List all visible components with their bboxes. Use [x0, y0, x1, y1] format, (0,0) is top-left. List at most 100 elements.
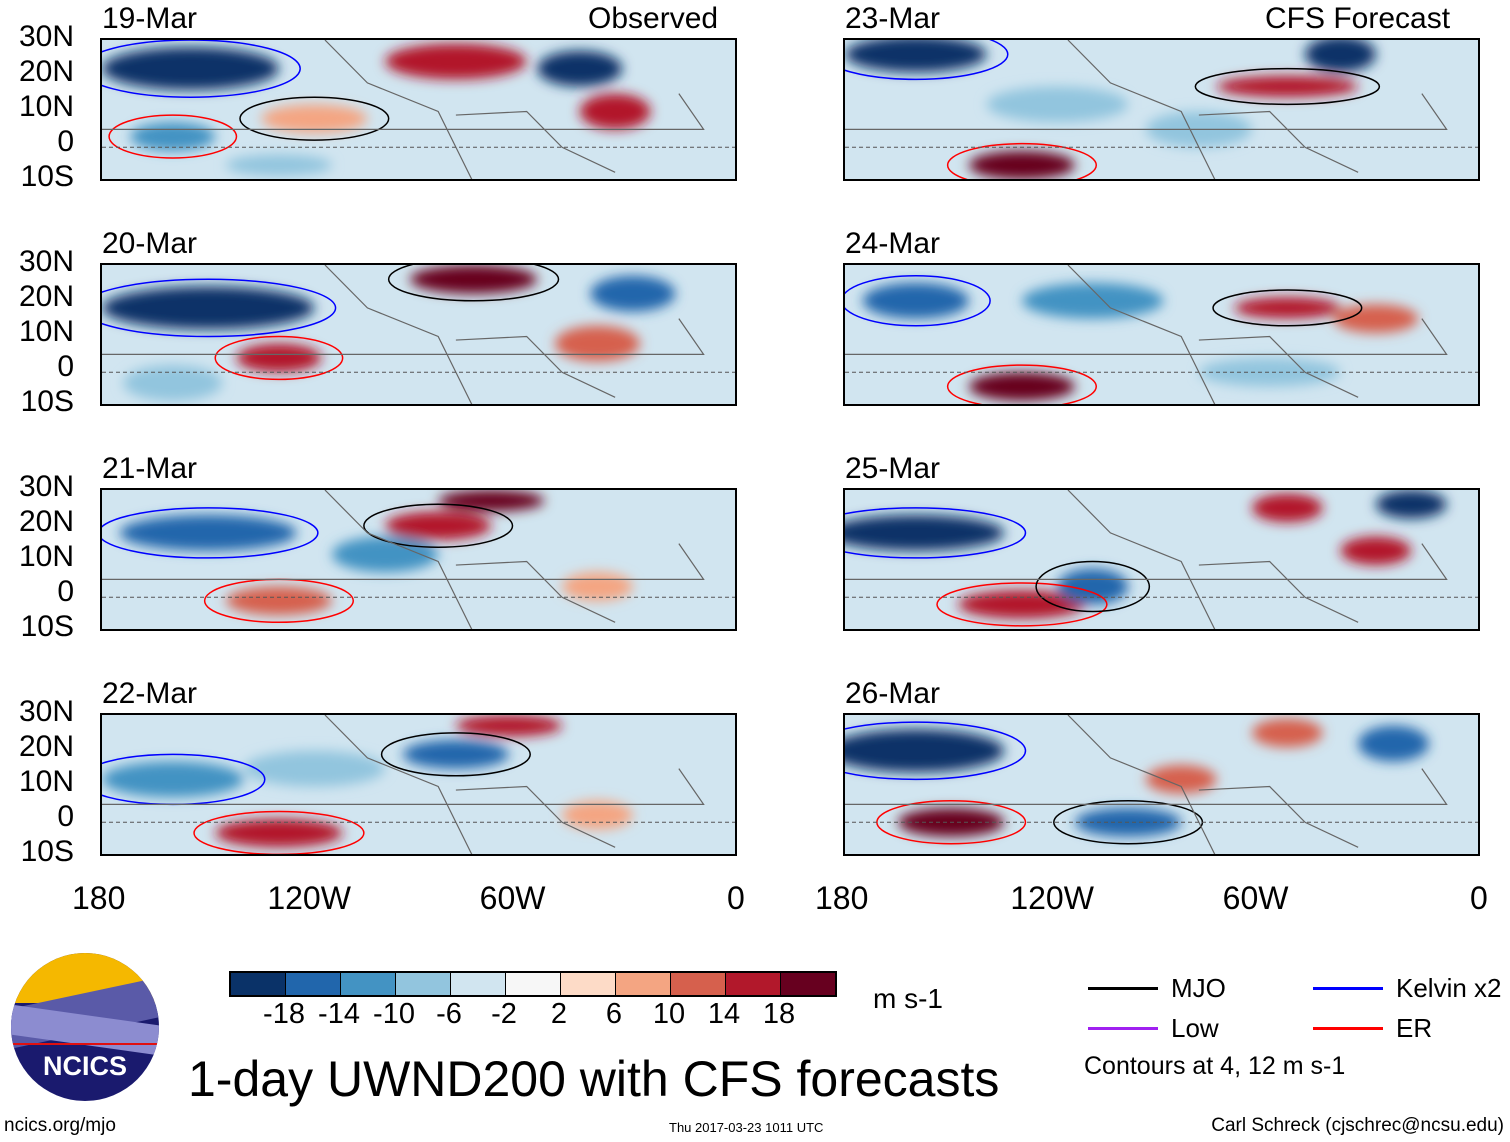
- anomaly-region: [1216, 75, 1359, 98]
- anomaly-region: [243, 750, 386, 787]
- lat-tick-label: 10S: [20, 835, 74, 868]
- panel-date-label: 23-Mar: [845, 2, 941, 35]
- anomaly-region: [1021, 282, 1164, 319]
- lon-tick-label: 60W: [479, 880, 546, 916]
- contour-line: [380, 732, 531, 777]
- anomaly-region: [455, 715, 563, 737]
- lat-tick-label: 20N: [18, 55, 74, 88]
- colorbar-tick: -14: [318, 998, 360, 1030]
- anomaly-region: [590, 275, 676, 312]
- lon-tick-label: 0: [1470, 880, 1488, 916]
- colorbar-tick: -10: [373, 998, 415, 1030]
- anomaly-region: [1198, 357, 1341, 387]
- anomaly-region: [102, 47, 279, 91]
- footer-url[interactable]: ncics.org/mjo: [4, 1115, 116, 1136]
- footer-timestamp: Thu 2017-03-23 1011 UTC: [669, 1120, 824, 1135]
- anomaly-region: [986, 86, 1129, 123]
- contour-line: [1035, 560, 1151, 613]
- lat-tick-label: 10N: [18, 765, 74, 798]
- contour-line: [102, 40, 301, 98]
- lat-tick-label: 30N: [18, 20, 74, 53]
- colorbar-swatch: [451, 973, 506, 995]
- anomaly-region: [123, 365, 223, 401]
- map-panel-24-Mar: [843, 263, 1480, 406]
- lon-tick-label: 120W: [267, 880, 351, 916]
- anomaly-region: [562, 800, 633, 830]
- anomaly-region: [845, 729, 1005, 773]
- anomaly-region: [385, 43, 527, 80]
- lon-tick-label: 180: [72, 880, 126, 916]
- anomaly-region: [225, 586, 333, 616]
- figure-title: 1-day UWND200 with CFS forecasts: [188, 1051, 1000, 1107]
- panel-date-label: 19-Mar: [102, 2, 198, 35]
- lat-tick-label: 20N: [18, 730, 74, 763]
- contour-line: [1212, 289, 1363, 327]
- map-panel-25-Mar: [843, 488, 1480, 631]
- anomaly-region: [1145, 765, 1217, 794]
- colorbar-tick: 18: [762, 998, 796, 1030]
- anomaly-region: [1251, 493, 1323, 523]
- lat-tick-label: 10N: [18, 315, 74, 348]
- anomaly-region: [1333, 304, 1419, 333]
- anomaly-region: [119, 515, 297, 551]
- lat-tick-label: 0: [57, 350, 74, 383]
- anomaly-region: [402, 740, 509, 769]
- colorbar-swatch: [341, 973, 396, 995]
- lat-tick-label: 20N: [18, 505, 74, 538]
- anomaly-region: [562, 572, 633, 601]
- contour-line: [936, 582, 1108, 627]
- lat-tick-label: 0: [57, 575, 74, 608]
- anomaly-region: [261, 104, 368, 133]
- colorbar-swatch: [671, 973, 726, 995]
- panel-date-label: 22-Mar: [102, 677, 198, 710]
- lon-tick-label: 0: [727, 880, 745, 916]
- panel-date-label: 24-Mar: [845, 227, 941, 260]
- lat-tick-label: 30N: [18, 470, 74, 503]
- contour-line: [387, 265, 560, 302]
- map-panel-22-Mar: [100, 713, 737, 856]
- contour-line: [845, 274, 991, 327]
- colorbar-swatch: [726, 973, 781, 995]
- map-panel-19-Mar: [100, 38, 737, 181]
- colorbar-tick: -2: [491, 998, 517, 1030]
- anomaly-region: [862, 282, 969, 319]
- contour-line: [946, 142, 1097, 179]
- colorbar-swatch: [286, 973, 341, 995]
- contour-line: [363, 503, 514, 548]
- anomaly-region: [438, 490, 545, 512]
- lat-tick-label: 10N: [18, 90, 74, 123]
- coastline: [102, 490, 705, 629]
- lat-tick-label: 10S: [20, 610, 74, 643]
- colorbar-swatch: [561, 973, 616, 995]
- anomaly-region: [236, 343, 322, 373]
- lat-tick-label: 10N: [18, 540, 74, 573]
- colorbar-tick: 14: [707, 998, 741, 1030]
- anomaly-region: [968, 150, 1076, 179]
- anomaly-region: [554, 325, 640, 362]
- lat-tick-label: 0: [57, 125, 74, 158]
- anomaly-region: [1340, 536, 1412, 566]
- coastline: [845, 490, 1448, 629]
- anomaly-region: [102, 286, 315, 330]
- map-panel-21-Mar: [100, 488, 737, 631]
- anomaly-region: [1251, 718, 1323, 748]
- anomaly-region: [225, 154, 333, 176]
- panel-date-label: 20-Mar: [102, 227, 198, 260]
- colorbar-units: m s-1: [873, 983, 943, 1014]
- panel-date-label: 25-Mar: [845, 452, 941, 485]
- anomaly-region: [845, 515, 1005, 551]
- legend-label: MJO: [1171, 973, 1226, 1003]
- anomaly-region: [968, 372, 1076, 401]
- contour-line: [108, 114, 238, 159]
- legend-label: Low: [1171, 1013, 1219, 1043]
- legend-line-low: [1088, 1027, 1158, 1030]
- legend-line-mjo: [1088, 987, 1158, 990]
- lat-tick-label: 30N: [18, 245, 74, 278]
- colorbar-swatch: [616, 973, 671, 995]
- coastline: [845, 265, 1448, 404]
- panel-date-label: 21-Mar: [102, 452, 198, 485]
- contour-line: [239, 96, 390, 141]
- colorbar-tick: -18: [263, 998, 305, 1030]
- map-panel-23-Mar: [843, 38, 1480, 181]
